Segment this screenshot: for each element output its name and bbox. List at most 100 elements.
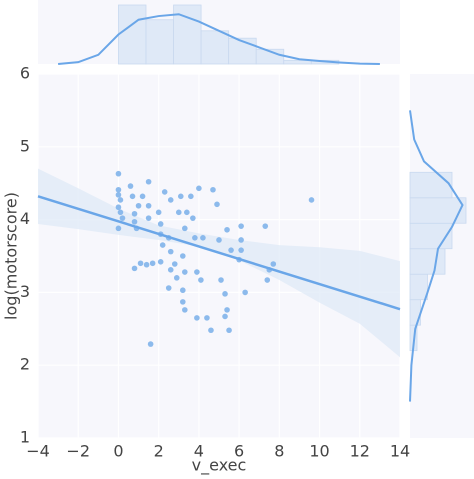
scatter-point bbox=[196, 185, 202, 192]
scatter-point bbox=[175, 209, 182, 216]
x-axis-label: v_exec bbox=[192, 456, 247, 476]
scatter-point bbox=[147, 341, 154, 347]
scatter-point bbox=[194, 269, 200, 275]
scatter-point bbox=[115, 170, 122, 177]
scatter-point bbox=[204, 315, 210, 321]
scatter-point bbox=[182, 269, 188, 275]
scatter-point bbox=[115, 186, 122, 193]
y-tick-label: 2 bbox=[20, 355, 30, 374]
scatter-point bbox=[216, 237, 222, 243]
scatter-point bbox=[192, 235, 198, 241]
regression-line bbox=[37, 195, 401, 311]
scatter-point bbox=[180, 253, 186, 259]
x-tick-label: −4 bbox=[26, 442, 50, 461]
confidence-band bbox=[38, 168, 400, 358]
scatter-point bbox=[182, 225, 188, 232]
scatter-point bbox=[167, 267, 174, 273]
scatter-point bbox=[117, 209, 124, 216]
x-tick-label: 10 bbox=[309, 442, 329, 461]
scatter-point bbox=[262, 223, 269, 229]
scatter-point bbox=[131, 265, 138, 272]
scatter-point bbox=[188, 193, 194, 200]
scatter-point bbox=[135, 202, 142, 209]
scatter-point bbox=[137, 260, 144, 267]
scatter-point bbox=[155, 209, 162, 216]
scatter-point bbox=[238, 237, 244, 243]
x-hist-bar bbox=[118, 4, 147, 65]
scatter-point bbox=[131, 210, 138, 217]
scatter-point bbox=[161, 189, 168, 195]
scatter-point bbox=[127, 183, 134, 189]
scatter-point bbox=[165, 285, 172, 291]
y-tick-label: 3 bbox=[20, 282, 30, 301]
scatter-point bbox=[182, 307, 188, 313]
x-kde bbox=[58, 13, 380, 65]
y-tick-label: 1 bbox=[20, 428, 30, 447]
scatter-point bbox=[129, 193, 136, 200]
scatter-point bbox=[131, 218, 138, 225]
y-kde bbox=[409, 110, 464, 402]
scatter-point bbox=[145, 202, 152, 209]
x-hist-bar bbox=[145, 19, 174, 65]
y-hist-bar bbox=[409, 171, 453, 199]
scatter-point bbox=[180, 287, 186, 294]
scatter-point bbox=[198, 277, 204, 283]
scatter-point bbox=[190, 215, 196, 221]
x-tick-label: 2 bbox=[154, 442, 164, 461]
scatter-point bbox=[208, 327, 214, 334]
y-hist-bar bbox=[409, 273, 428, 301]
scatter-point bbox=[115, 225, 122, 232]
scatter-point bbox=[238, 223, 244, 229]
scatter-point bbox=[177, 193, 184, 200]
scatter-point bbox=[149, 260, 156, 267]
x-tick-label: 6 bbox=[234, 442, 244, 461]
scatter-point bbox=[157, 221, 164, 227]
scatter-point bbox=[210, 186, 216, 193]
scatter-point bbox=[194, 315, 200, 321]
scatter-point bbox=[222, 291, 228, 297]
scatter-point bbox=[184, 209, 190, 216]
x-hist-bar bbox=[200, 30, 230, 65]
scatter-point bbox=[218, 277, 224, 283]
scatter-point bbox=[180, 299, 186, 305]
scatter-point bbox=[145, 215, 152, 221]
scatter-point bbox=[143, 261, 150, 268]
scatter-point bbox=[308, 197, 315, 203]
scatter-point bbox=[115, 192, 122, 198]
scatter-point bbox=[167, 248, 174, 255]
x-tick-label: −2 bbox=[66, 442, 90, 461]
x-tick-label: 14 bbox=[390, 442, 410, 461]
scatter-point bbox=[145, 178, 152, 185]
y-hist-bar bbox=[409, 248, 446, 275]
scatter-point bbox=[200, 235, 206, 241]
scatter-point bbox=[270, 261, 277, 267]
scatter-point bbox=[264, 277, 271, 283]
scatter-point bbox=[117, 197, 124, 203]
x-tick-label: 4 bbox=[194, 442, 204, 461]
scatter-point bbox=[167, 197, 174, 203]
scatter-point bbox=[224, 307, 230, 313]
scatter-point bbox=[222, 313, 228, 320]
scatter-point bbox=[238, 247, 244, 253]
y-tick-label: 6 bbox=[20, 64, 30, 83]
scatter-point bbox=[171, 261, 178, 267]
scatter-point bbox=[226, 327, 232, 334]
scatter-point bbox=[159, 242, 166, 248]
scatter-point bbox=[242, 289, 248, 296]
x-tick-label: 0 bbox=[113, 442, 123, 461]
scatter-point bbox=[224, 226, 230, 233]
y-tick-label: 5 bbox=[20, 136, 30, 155]
x-tick-label: 12 bbox=[350, 442, 370, 461]
scatter-point bbox=[228, 247, 234, 253]
x-tick-label: 8 bbox=[274, 442, 284, 461]
scatter-point bbox=[214, 201, 220, 208]
y-hist-bar bbox=[409, 299, 421, 326]
scatter-point bbox=[139, 193, 146, 200]
scatter-point bbox=[115, 204, 122, 211]
y-tick-label: 4 bbox=[20, 209, 30, 228]
y-hist-bar bbox=[409, 197, 467, 224]
y-axis-label: log(motorscore) bbox=[2, 192, 21, 320]
scatter-point bbox=[119, 215, 126, 221]
scatter-point bbox=[173, 275, 180, 281]
